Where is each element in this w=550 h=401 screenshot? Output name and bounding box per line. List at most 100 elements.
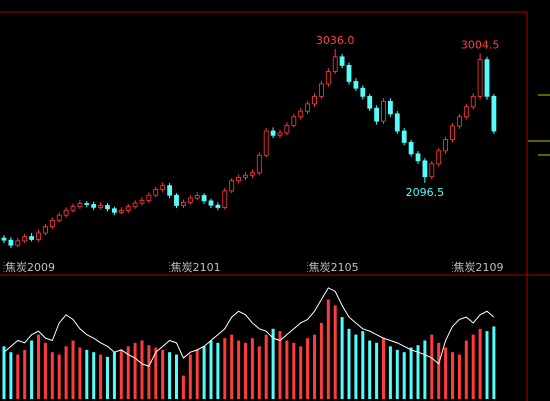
volume-bar — [71, 340, 75, 399]
candle-body — [167, 185, 173, 196]
candle-body — [339, 56, 345, 66]
candle-body — [118, 210, 124, 213]
candle-body — [360, 87, 366, 97]
candle-body — [256, 154, 262, 174]
volume-bar — [271, 328, 275, 399]
candle-body — [63, 209, 69, 216]
volume-bar — [451, 352, 454, 399]
volume-bar — [347, 328, 351, 399]
candle-body — [305, 103, 311, 112]
candle-body — [77, 203, 83, 208]
candle-body — [243, 174, 248, 178]
candle-body — [298, 110, 304, 118]
low-label: 2096.5 — [406, 186, 445, 199]
volume-bar — [43, 342, 47, 399]
volume-bar — [340, 317, 344, 399]
candle-body — [187, 197, 193, 203]
volume-bar — [313, 334, 316, 399]
candle-body — [208, 200, 214, 206]
volume-bar — [250, 338, 254, 399]
candle-body — [401, 130, 407, 143]
volume-bar — [478, 328, 482, 399]
candle-body — [1, 237, 7, 241]
volume-bar — [154, 347, 158, 399]
candle-body — [374, 107, 380, 122]
candle-body — [139, 200, 145, 204]
candle-body — [456, 116, 462, 127]
candle-body — [180, 201, 186, 206]
volume-bar — [257, 346, 261, 399]
volume-bar — [299, 346, 303, 399]
volume-bar — [195, 349, 199, 399]
volume-bar — [126, 346, 130, 399]
candle-body — [491, 95, 497, 132]
volume-bar — [319, 322, 323, 399]
candle-body — [394, 113, 400, 132]
candle-body — [387, 100, 393, 115]
candle-body — [125, 206, 131, 211]
volume-bar — [492, 326, 496, 399]
volume-bar — [175, 354, 178, 399]
volume-bar — [437, 342, 441, 399]
volume-bar — [168, 352, 172, 399]
candle-body — [8, 239, 14, 246]
x-tick-label: 焦炭2101 — [171, 261, 221, 274]
volume-bar — [57, 354, 61, 399]
candle-body — [477, 59, 483, 97]
volume-bar — [133, 342, 137, 399]
volume-bar — [230, 334, 234, 399]
x-tick-label: 焦炭2105 — [309, 261, 359, 274]
volume-bar — [30, 340, 34, 399]
candle-body — [249, 172, 255, 176]
volume-bar — [416, 345, 420, 399]
volume-bar — [9, 352, 13, 399]
volume-bar — [361, 331, 365, 399]
candle-body — [346, 64, 352, 82]
candle-body — [132, 202, 138, 208]
candle-body — [201, 195, 207, 202]
candle-body — [229, 180, 235, 192]
volume-bar — [37, 334, 40, 399]
candle-body — [332, 56, 338, 72]
candle-body — [105, 205, 110, 210]
volume-bar — [423, 340, 427, 399]
volume-bar — [209, 340, 213, 399]
candle-body — [263, 130, 269, 156]
volume-bar — [464, 340, 468, 399]
volume-bar — [471, 334, 475, 399]
candle-body — [236, 176, 242, 182]
volume-bar — [181, 375, 185, 399]
volume-bar — [188, 354, 192, 399]
candle-body — [422, 160, 428, 178]
candle-body — [222, 190, 228, 208]
volume-bar — [388, 346, 392, 399]
candle-body — [318, 83, 324, 97]
candle-body — [146, 194, 152, 201]
volume-bar — [99, 354, 103, 399]
volume-bar — [237, 340, 241, 399]
volume-bar — [106, 356, 109, 399]
x-tick-label: 焦炭2009 — [5, 261, 55, 274]
candle-body — [277, 132, 283, 136]
candle-body — [367, 95, 373, 109]
candle-body — [84, 203, 90, 205]
candle-body — [408, 142, 414, 155]
candle-body — [429, 163, 435, 178]
candle-body — [194, 195, 200, 199]
candle-body — [15, 240, 21, 246]
volume-bar — [244, 342, 247, 399]
candle-body — [312, 95, 317, 105]
candle-body — [160, 185, 166, 190]
volume-bar — [264, 334, 268, 399]
volume-bar — [382, 338, 385, 399]
volume-bar — [119, 349, 123, 399]
candle-body — [436, 150, 442, 165]
volume-bar — [333, 305, 337, 399]
candle-body — [29, 236, 35, 240]
volume-bar — [485, 331, 489, 399]
volume-bar — [78, 347, 82, 399]
volume-bar — [354, 334, 358, 399]
candle-body — [463, 106, 469, 118]
volume-bar — [92, 352, 96, 399]
